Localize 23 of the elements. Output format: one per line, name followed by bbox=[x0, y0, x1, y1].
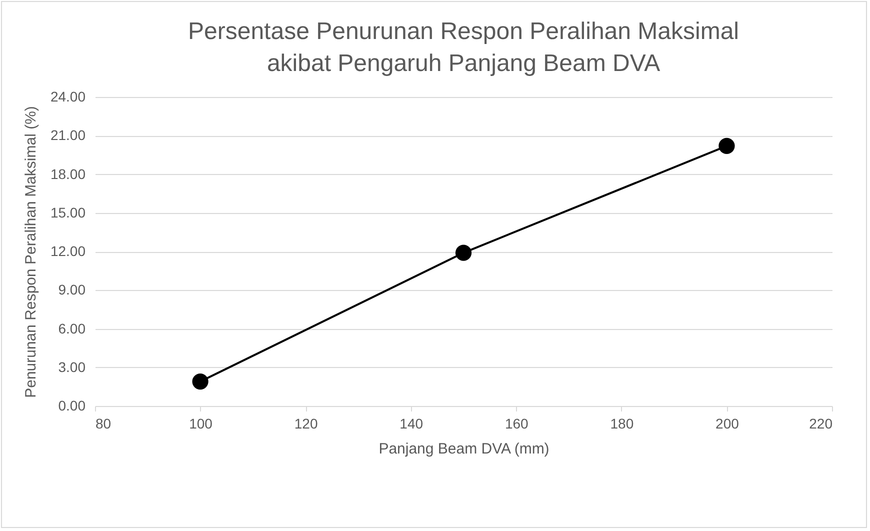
y-tick-label: 24.00 bbox=[50, 88, 86, 104]
x-tick-label: 200 bbox=[716, 416, 740, 432]
y-tick-label: 21.00 bbox=[50, 127, 86, 144]
y-tick-label: 6.00 bbox=[58, 320, 86, 336]
x-tick-label: 220 bbox=[809, 416, 833, 432]
chart-title: Persentase Penurunan Respon Peralihan Maksimal akibat Pengaruh Panjang Beam DVA bbox=[188, 18, 739, 77]
y-tick-label: 15.00 bbox=[50, 204, 86, 220]
y-tick-label: 12.00 bbox=[50, 243, 86, 259]
x-tick-label: 100 bbox=[189, 416, 213, 432]
y-tick-label: 9.00 bbox=[58, 282, 86, 298]
x-tick-label: 120 bbox=[294, 416, 318, 432]
point bbox=[718, 138, 735, 154]
point bbox=[192, 373, 208, 390]
y-axis-title: Penurunan Respon Peralihan Maksimal (%) bbox=[22, 106, 40, 398]
point bbox=[455, 244, 472, 261]
x-tick-label: 80 bbox=[96, 416, 112, 432]
y-tick-label: 3.00 bbox=[58, 358, 86, 375]
x-tick-label: 160 bbox=[504, 416, 529, 432]
x-axis-title: Panjang Beam DVA (mm) bbox=[378, 440, 550, 458]
y-tick-label: 0.00 bbox=[58, 398, 86, 414]
x-tick-label: 140 bbox=[400, 416, 424, 432]
y-tick-label: 18.00 bbox=[50, 166, 86, 182]
x-tick-label: 180 bbox=[610, 416, 634, 432]
